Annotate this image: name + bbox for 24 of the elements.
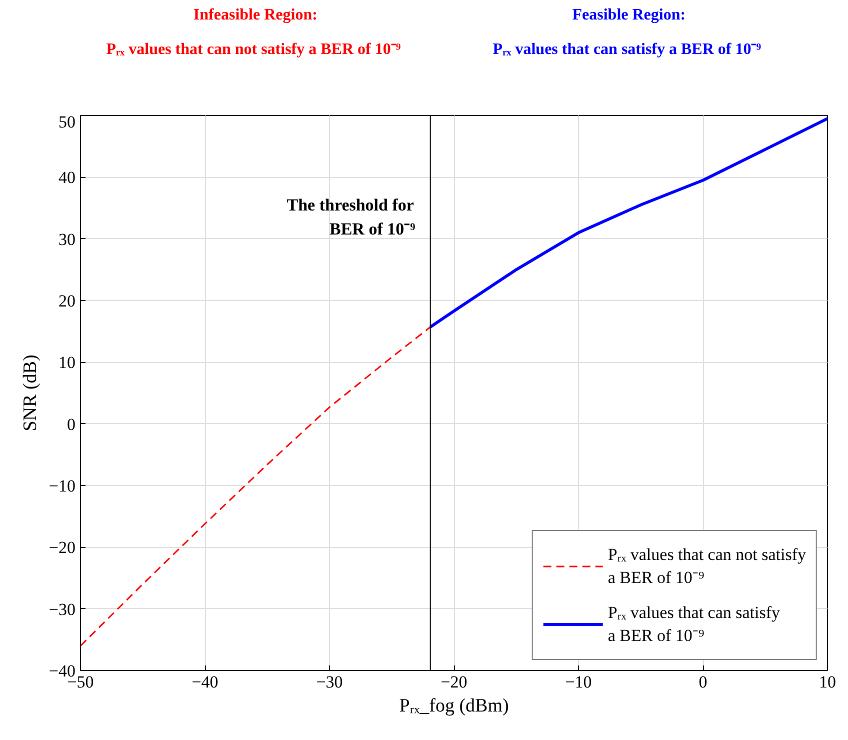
y-axis-title: SNR (dB) (20, 354, 41, 432)
legend-label: Pᵣₓ values that can not satisfy a BER of 10⁻⁹ (608, 544, 806, 588)
x-axis-title: Pᵣₓ_fog (dBm) (399, 696, 509, 716)
text: Infeasible Region: Pᵣₓ values that can not satisfy a BER of 10⁻⁹ (106, 6, 401, 58)
x-tick-label: −40 (192, 672, 218, 692)
ref-line-label: The threshold for BER of 10⁻⁹ (286, 196, 416, 238)
y-tick-label: −30 (48, 600, 76, 619)
line-series (80, 326, 432, 647)
x-tick-label: −20 (440, 672, 468, 692)
text: Feasible Region: Pᵣₓ values that can satisfy a BER of 10⁻⁹ (492, 6, 762, 58)
y-tick-label: 40 (58, 168, 76, 188)
y-tick-label: 30 (58, 230, 76, 249)
line-series (428, 117, 828, 329)
y-tick-label: 20 (58, 292, 76, 310)
x-tick-label: −30 (316, 672, 343, 692)
y-tick-label: 0 (67, 414, 76, 434)
y-tick-label: −20 (48, 538, 76, 558)
x-tick-label: −10 (565, 672, 592, 692)
y-tick-label: −10 (48, 476, 76, 496)
y-tick-label: 10 (58, 353, 76, 372)
x-tick-label: 10 (819, 672, 836, 692)
y-tick-label: 50 (58, 112, 76, 132)
legend-label: Pᵣₓ values that can satisfy a BER of 10⁻⁹ (608, 602, 780, 646)
x-tick-label: 0 (698, 672, 708, 692)
